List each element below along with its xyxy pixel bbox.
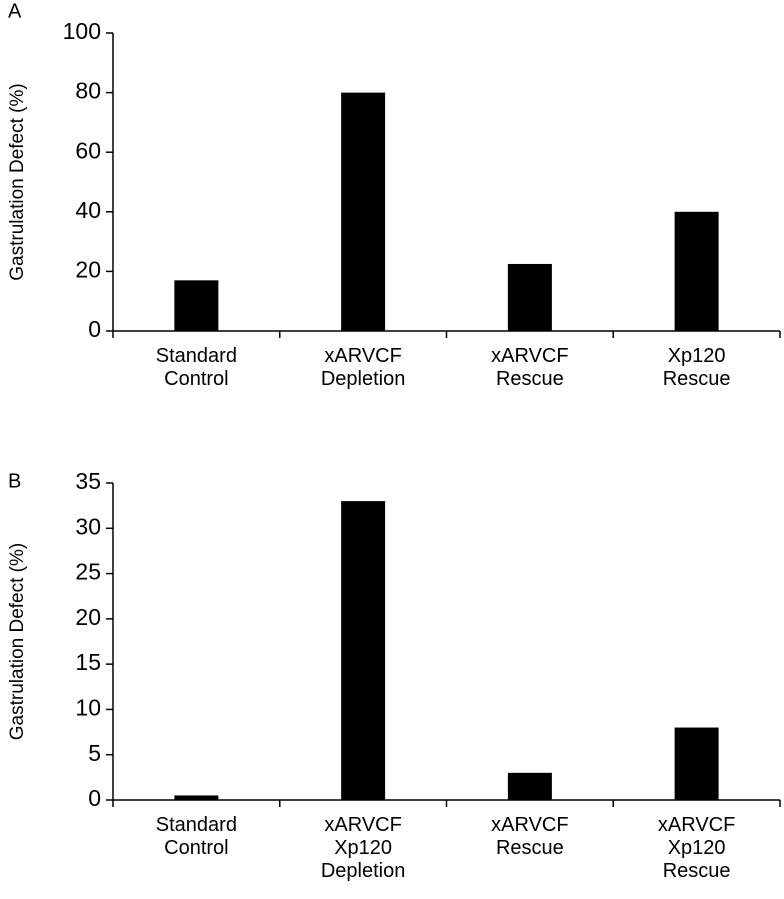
- bar: [174, 795, 219, 800]
- bar: [174, 280, 219, 331]
- y-tick-label: 35: [75, 468, 101, 494]
- y-tick-label: 20: [75, 256, 101, 282]
- x-tick-label: xARVCF Xp120 Rescue: [657, 814, 736, 882]
- x-tick-label: xARVCF Rescue: [491, 814, 569, 859]
- x-tick-label: Standard Control: [155, 345, 237, 390]
- y-tick-label: 15: [75, 649, 101, 675]
- x-tick-label: Standard Control: [155, 814, 237, 859]
- y-tick-label: 100: [63, 18, 101, 44]
- y-tick-label: 80: [75, 78, 101, 104]
- bar: [674, 727, 719, 800]
- panel-label: A: [8, 0, 22, 22]
- y-tick-label: 30: [75, 513, 101, 539]
- x-tick-label: Xp120 Rescue: [662, 345, 731, 390]
- y-tick-label: 40: [75, 197, 101, 223]
- x-tick-label: xARVCF Xp120 Depletion: [320, 814, 406, 882]
- x-tick-label: xARVCF Rescue: [491, 345, 569, 390]
- y-tick-label: 20: [75, 604, 101, 630]
- bar: [507, 772, 552, 800]
- y-tick-label: 5: [88, 740, 101, 766]
- panel-label: B: [8, 470, 21, 492]
- y-tick-label: 0: [88, 316, 101, 342]
- y-tick-label: 25: [75, 559, 101, 585]
- x-tick-label: xARVCF Depletion: [320, 345, 406, 390]
- y-axis-label: Gastrulation Defect (%): [7, 543, 28, 740]
- y-tick-label: 60: [75, 137, 101, 163]
- y-axis-label: Gastrulation Defect (%): [7, 83, 28, 280]
- bar: [507, 263, 552, 331]
- y-tick-label: 0: [88, 785, 101, 811]
- bar: [341, 501, 386, 800]
- y-tick-label: 10: [75, 695, 101, 721]
- bar: [674, 211, 719, 331]
- bar: [341, 92, 386, 331]
